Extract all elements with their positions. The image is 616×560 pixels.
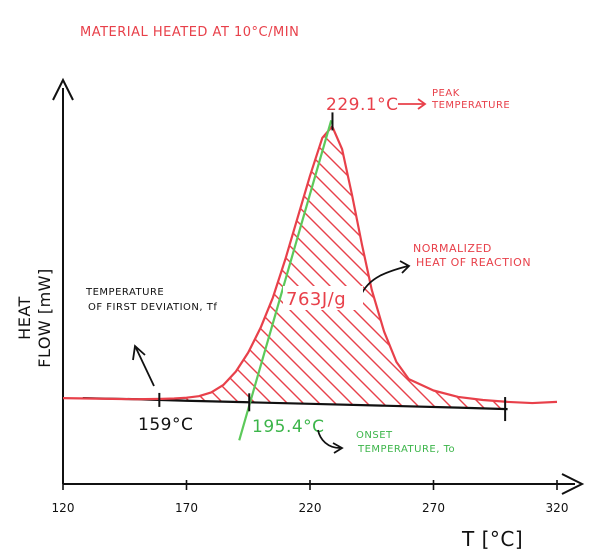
hatch-line <box>544 100 616 420</box>
x-tick-label: 120 <box>52 501 75 515</box>
hatch-line <box>0 100 64 420</box>
x-tick-label: 170 <box>175 501 198 515</box>
onset-label-2: TEMPERATURE, To <box>357 444 455 455</box>
y-axis-label-line1: HEAT <box>15 296 34 340</box>
x-tick-label: 220 <box>299 501 322 515</box>
hatch-line <box>161 126 209 410</box>
peak-value: 229.1°C <box>326 95 399 115</box>
onset-arrow <box>317 429 341 449</box>
hatch-line <box>161 126 241 410</box>
hatch-line <box>0 100 144 420</box>
hatch-line <box>0 100 32 420</box>
onset-label-1: ONSET <box>356 430 393 441</box>
peak-label-1: PEAK <box>432 88 460 99</box>
heat-arrowhead <box>399 260 411 274</box>
peak-arrowhead <box>417 98 427 110</box>
hatch-line <box>161 126 273 410</box>
onset-arrowhead <box>332 442 344 454</box>
hatch-line <box>592 100 616 420</box>
x-tick-label: 320 <box>546 501 569 515</box>
peak-label-2: TEMPERATURE <box>431 100 510 111</box>
hatch-line <box>161 126 225 410</box>
first-dev-value: 159°C <box>138 415 193 435</box>
y-axis-label: HEAT FLOW [mW] <box>15 268 54 367</box>
hatch-line <box>161 126 193 410</box>
x-axis-arrowhead <box>561 473 585 495</box>
hatch-line <box>161 126 321 410</box>
first-dev-label-2: OF FIRST DEVIATION, Tf <box>88 302 217 313</box>
hatch-line <box>576 100 616 420</box>
first-dev-label-1: TEMPERATURE <box>85 287 164 298</box>
hatch-line <box>608 100 616 420</box>
dsc-curve <box>62 125 558 405</box>
y-axis-label-line2: FLOW [mW] <box>35 268 54 367</box>
hatch-line <box>0 100 48 420</box>
hatch-line <box>0 100 112 420</box>
chart-title: MATERIAL HEATED AT 10°C/MIN <box>80 25 299 40</box>
first-dev-arrowhead <box>132 344 146 361</box>
hatch-line <box>0 100 96 420</box>
y-axis-arrowhead <box>52 77 74 101</box>
hatch-line <box>0 100 16 420</box>
onset-tangent-line <box>238 119 333 441</box>
hatch-line <box>161 126 177 410</box>
hatch-line <box>0 100 160 420</box>
heat-label-2: HEAT OF REACTION <box>416 256 531 269</box>
hatch-line <box>528 100 616 420</box>
heat-arrow <box>361 265 409 294</box>
x-ticks: 120 170 220 270 320 <box>52 480 569 515</box>
hatch-line <box>161 126 257 410</box>
heat-label-1: NORMALIZED <box>413 242 492 255</box>
onset-value: 195.4°C <box>252 417 325 437</box>
hatch-line <box>161 126 305 410</box>
hatch-line <box>560 100 616 420</box>
x-axis-label: T [°C] <box>461 527 523 551</box>
hatch-line <box>0 100 80 420</box>
hatch-line <box>161 126 289 410</box>
heat-value: 763J/g <box>286 289 346 310</box>
axes <box>52 77 585 495</box>
heat-value-backdrop <box>283 286 363 310</box>
x-tick-label: 270 <box>422 501 445 515</box>
first-dev-arrow <box>135 347 155 387</box>
